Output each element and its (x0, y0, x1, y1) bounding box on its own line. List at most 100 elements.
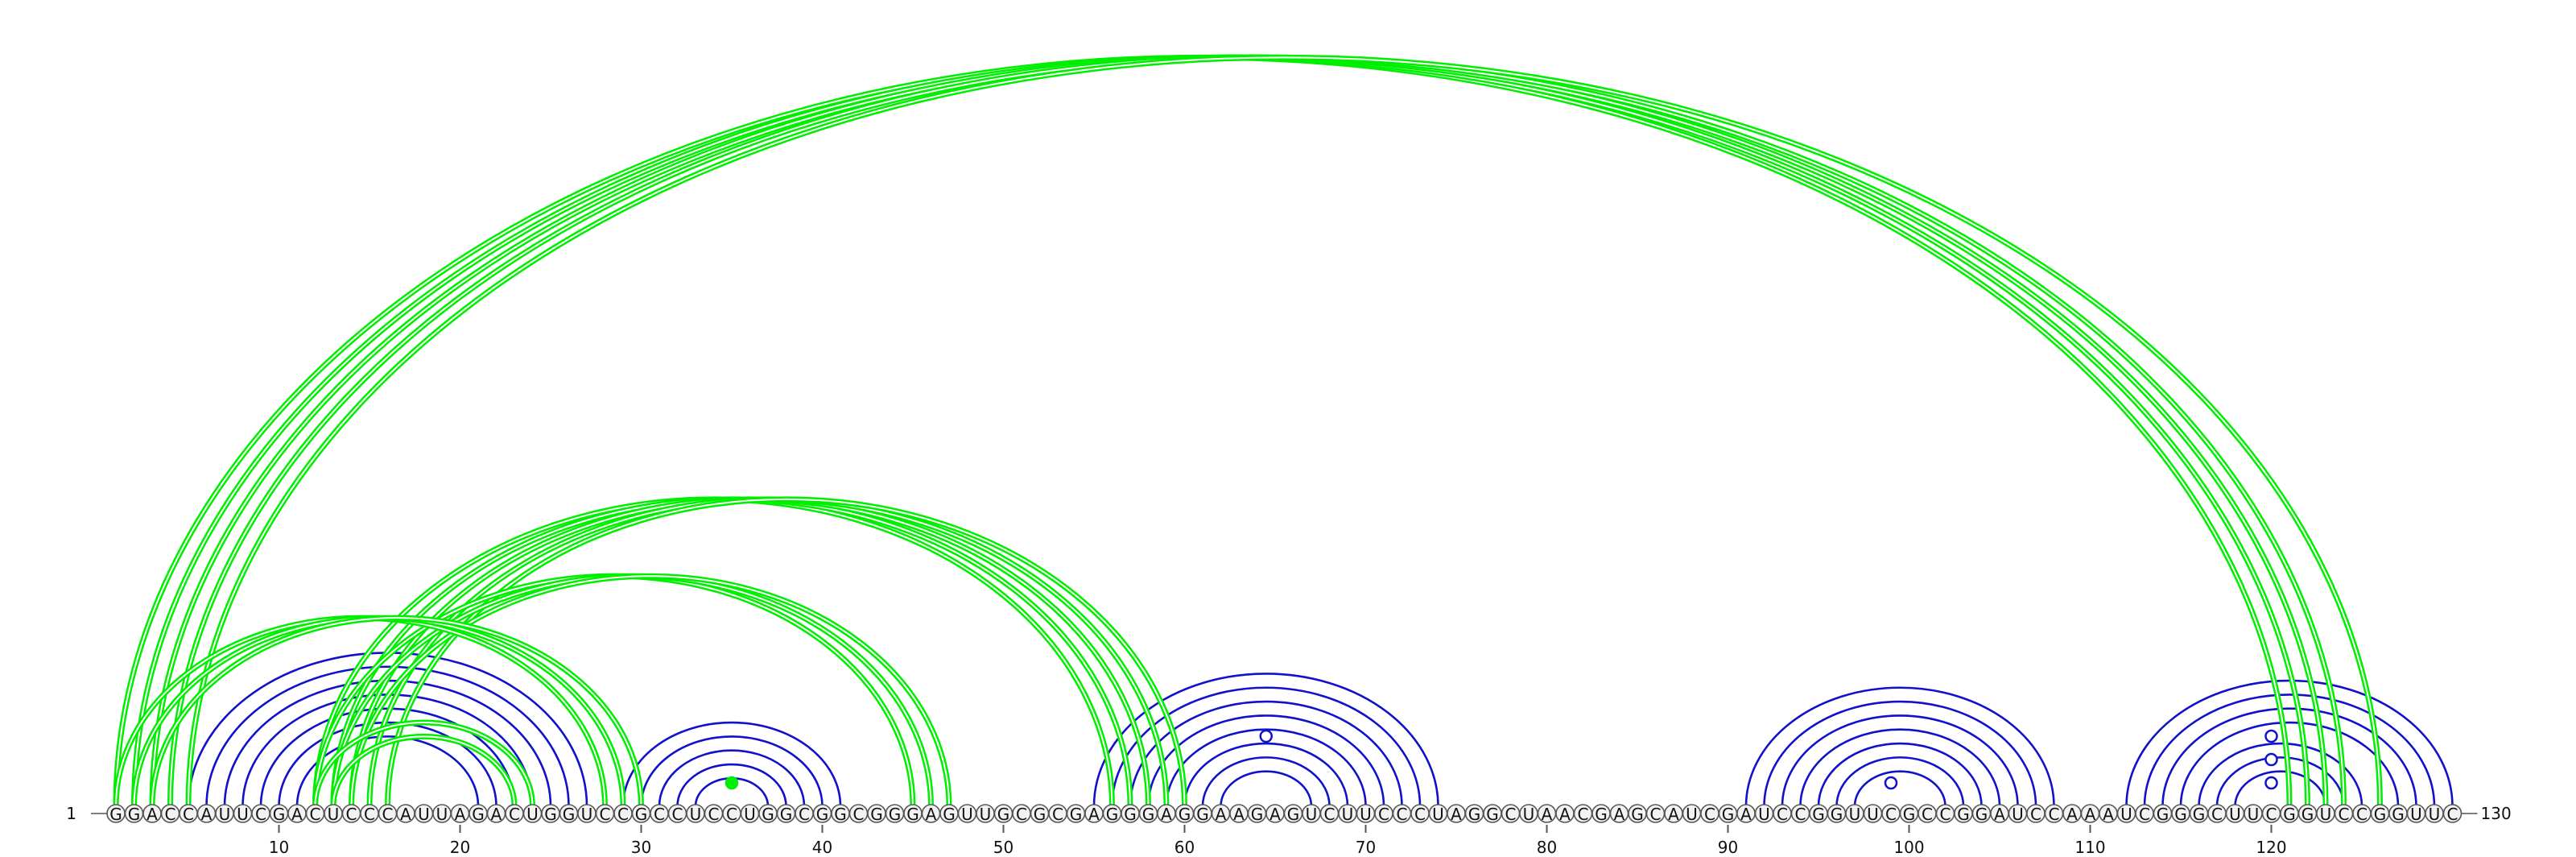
nucleotide-31: C (650, 804, 669, 824)
predicted-arc-core-6 (332, 498, 1131, 807)
nucleotide-letter: G (1179, 805, 1191, 824)
nucleotide-letter: G (1142, 805, 1155, 824)
nucleotide-letter: A (1161, 805, 1172, 824)
nucleotide-62: A (1211, 804, 1231, 824)
nucleotide-letter: G (1831, 805, 1843, 824)
nucleotide-letter: U (2248, 805, 2260, 824)
nucleotide-128: U (2406, 804, 2426, 824)
predicted-arc-core-12 (350, 575, 950, 807)
nucleotide-52: G (1030, 804, 1050, 824)
reference-arc-13 (1111, 686, 1422, 807)
nucleotide-letter: C (2211, 805, 2223, 824)
predicted-arc-core-7 (350, 498, 1150, 807)
nucleotide-55: A (1084, 804, 1104, 824)
nucleotide-letter: G (1957, 805, 1970, 824)
nucleotide-15: C (360, 804, 379, 824)
nucleotide-123: U (2316, 804, 2335, 824)
nucleotide-letter: U (2012, 805, 2024, 824)
nucleotide-letter: G (889, 805, 902, 824)
nucleotide-77: G (1483, 804, 1502, 824)
nucleotide-letter: C (183, 805, 194, 824)
nucleotide-40: G (812, 804, 832, 824)
nucleotide-56: G (1102, 804, 1122, 824)
nucleotide-letter: C (1378, 805, 1389, 824)
predicted-arc-0 (113, 54, 2293, 807)
nucleotide-49: U (976, 804, 995, 824)
nucleotide-5: C (179, 804, 198, 824)
arc-marker-1 (1259, 729, 1273, 743)
nucleotide-85: G (1628, 804, 1647, 824)
nucleotide-letter: U (1758, 805, 1770, 824)
nucleotide-24: U (522, 804, 543, 824)
nucleotide-letter: C (2356, 805, 2368, 824)
nucleotide-letter: U (418, 805, 430, 824)
nucleotide-94: C (1790, 804, 1810, 824)
nucleotide-letter: U (690, 805, 702, 824)
nucleotide-26: G (559, 804, 579, 824)
nucleotide-letter: G (2157, 805, 2169, 824)
nucleotide-87: A (1664, 804, 1683, 824)
nucleotide-letter: C (1885, 805, 1897, 824)
reference-arc-20 (1744, 686, 2055, 807)
nucleotide-letter: A (1740, 805, 1752, 824)
nucleotide-letter: C (853, 805, 865, 824)
nucleotide-letter: G (1722, 805, 1735, 824)
nucleotide-letter: G (1595, 805, 1608, 824)
nucleotide-letter: A (1088, 805, 1100, 824)
nucleotide-63: A (1229, 804, 1249, 824)
nucleotide-letter: U (328, 805, 340, 824)
tick-label-40: 40 (812, 838, 832, 857)
nucleotide-69: U (1338, 804, 1357, 824)
nucleotide-2: G (124, 804, 144, 824)
nucleotide-letter: U (1849, 805, 1861, 824)
nucleotide-104: G (1971, 804, 1992, 824)
nucleotide-letter: G (1070, 805, 1083, 824)
nucleotide-letter: U (961, 805, 973, 824)
nucleotide-letter: C (1505, 805, 1517, 824)
nucleotide-12: C (305, 804, 325, 824)
nucleotide-60: G (1174, 804, 1195, 824)
nucleotide-118: U (2225, 804, 2245, 824)
reference-arc-16 (1165, 728, 1367, 807)
nucleotide-71: C (1374, 804, 1393, 824)
nucleotide-50: G (993, 804, 1013, 824)
nucleotide-letter: A (1994, 805, 2005, 824)
nucleotide-letter: G (2392, 805, 2405, 824)
nucleotide-letter: C (1016, 805, 1027, 824)
nucleotide-17: A (396, 804, 415, 824)
nucleotide-letter: C (1052, 805, 1063, 824)
nucleotide-103: G (1954, 804, 1973, 824)
nucleotide-letter: U (2429, 805, 2441, 824)
nucleotide-letter: G (563, 805, 576, 824)
nucleotide-7: U (215, 804, 234, 824)
nucleotide-letter: G (109, 805, 122, 824)
nucleotide-letter: C (1397, 805, 1408, 824)
nucleotide-letter: C (364, 805, 375, 824)
nucleotide-25: G (541, 804, 560, 824)
nucleotide-36: U (740, 804, 760, 824)
predicted-pairing-arcs (113, 54, 2383, 807)
nucleotide-53: C (1048, 804, 1067, 824)
nucleotide-91: A (1736, 804, 1756, 824)
nucleotide-letter: G (1287, 805, 1300, 824)
nucleotide-11: A (287, 804, 307, 824)
nucleotide-letter: C (1704, 805, 1715, 824)
nucleotide-41: G (831, 804, 850, 824)
nucleotide-42: C (848, 804, 869, 824)
nucleotide-19: U (432, 804, 452, 824)
nucleotide-letter: A (1614, 805, 1625, 824)
nucleotide-letter: C (672, 805, 683, 824)
nucleotide-letter: U (1306, 805, 1318, 824)
nucleotide-letter: A (1668, 805, 1679, 824)
nucleotide-letter: C (1922, 805, 1933, 824)
nucleotide-44: G (885, 804, 905, 824)
nucleotide-78: C (1501, 804, 1521, 824)
nucleotide-letter: U (1523, 805, 1535, 824)
nucleotide-75: A (1447, 804, 1466, 824)
nucleotide-letter: C (2030, 805, 2041, 824)
nucleotide-letter: U (526, 805, 539, 824)
nucleotide-14: C (341, 804, 361, 824)
nucleotide-1: G (106, 804, 126, 824)
nucleotide-letter: A (1451, 805, 1462, 824)
nucleotide-97: U (1845, 804, 1864, 824)
